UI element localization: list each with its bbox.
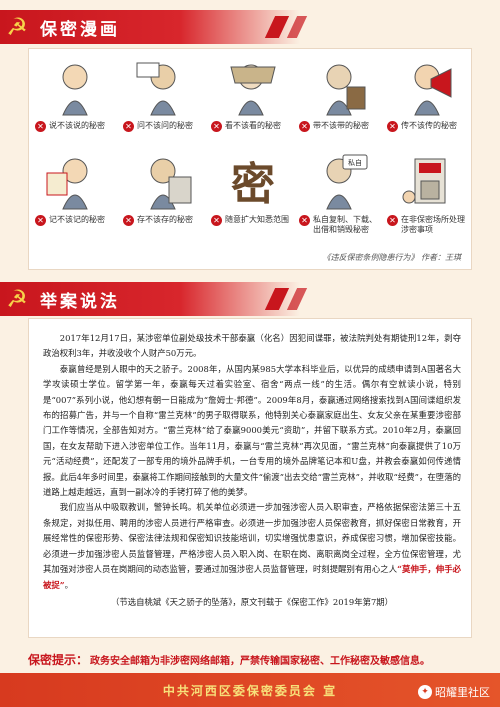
comic-label: 带不该带的秘密 <box>313 121 369 130</box>
comic-illustration <box>392 149 466 213</box>
watermark-text: 昭耀里社区 <box>435 686 490 699</box>
party-emblem-icon: ☭ <box>6 13 28 41</box>
comic-caption: ✕ 在非保密场所处理涉密事项 <box>387 215 471 237</box>
mi-character-icon: 密 <box>225 155 281 210</box>
comic-item: ✕ 传不该传的秘密 <box>387 55 471 143</box>
article-source-note: （节选自桃斌《天之骄子的坠落》，原文刊载于《保密工作》2019年第7期） <box>110 596 394 607</box>
prohibited-icon: ✕ <box>211 121 222 132</box>
comic-label: 存不该存的秘密 <box>137 215 193 224</box>
footer-banner: 中共河西区委保密委员会 宣 ✦ 昭耀里社区 <box>0 673 500 707</box>
article-paragraph: 泰赢曾经是别人眼中的天之骄子。2008年，从国内某985大学本科毕业后，以优异的… <box>43 363 461 498</box>
copying-tag: 私自 <box>348 158 362 167</box>
comic-caption: ✕ 随意扩大知悉范围 <box>211 215 295 237</box>
watermark-logo-icon: ✦ <box>418 685 432 699</box>
mi-char: 密 <box>231 159 275 210</box>
comic-label: 传不该传的秘密 <box>401 121 457 130</box>
notebook-figure-icon <box>46 158 88 210</box>
article-paragraph: 2017年12月17日，某涉密单位副处级技术干部泰赢（化名）因犯间谍罪，被法院判… <box>43 333 461 359</box>
storage-figure-icon <box>150 158 192 210</box>
comics-panel: ✕ 说不该说的秘密 ✕ 问不该问的秘密 ✕ 看不该看的秘密 ✕ 带不该带的秘密 <box>28 48 472 270</box>
tip-text: 政务安全邮箱为非涉密网络邮箱，严禁传输国家秘密、工作秘密及敏感信息。 <box>90 655 431 667</box>
article-text: 。 <box>64 579 73 590</box>
comic-illustration <box>40 149 114 213</box>
party-emblem-icon: ☭ <box>6 285 28 313</box>
section-title: 保密漫画 <box>40 19 120 40</box>
article-paragraph: 我们应当从中吸取教训，警钟长鸣。机关单位必须进一步加强涉密人员入职审查，严格依据… <box>43 500 461 592</box>
prohibited-icon: ✕ <box>299 121 310 132</box>
prohibited-icon: ✕ <box>299 215 310 226</box>
comic-caption: ✕ 带不该带的秘密 <box>299 121 383 143</box>
tip-label: 保密提示： <box>28 652 89 667</box>
comic-label: 问不该问的秘密 <box>137 121 193 130</box>
megaphone-figure-icon <box>414 64 452 116</box>
comic-item: ✕ 问不该问的秘密 <box>123 55 207 143</box>
comic-label: 私自复制、下载、出借和销毁秘密 <box>313 215 377 234</box>
comic-label: 随意扩大知悉范围 <box>225 215 289 224</box>
comic-item: ✕ 记不该记的秘密 <box>35 149 119 237</box>
comic-item: ✕ 在非保密场所处理涉密事项 <box>387 149 471 237</box>
comic-item: 密 ✕ 随意扩大知悉范围 <box>211 149 295 237</box>
comic-illustration: 密 <box>216 149 290 213</box>
comic-illustration <box>392 55 466 119</box>
comic-caption: ✕ 存不该存的秘密 <box>123 215 207 237</box>
comics-grid: ✕ 说不该说的秘密 ✕ 问不该问的秘密 ✕ 看不该看的秘密 ✕ 带不该带的秘密 <box>35 55 465 237</box>
prohibited-icon: ✕ <box>123 121 134 132</box>
comic-caption: ✕ 记不该记的秘密 <box>35 215 119 237</box>
shop-building-icon <box>402 158 446 204</box>
comic-caption: ✕ 传不该传的秘密 <box>387 121 471 143</box>
prohibited-icon: ✕ <box>123 215 134 226</box>
carrying-briefcase-figure-icon <box>326 64 366 116</box>
comics-source: 《违反保密条例隐患行为》 作者：王琪 <box>322 253 461 262</box>
section-header-case: ☭ 举案说法 <box>0 282 300 316</box>
watermark: ✦ 昭耀里社区 <box>418 684 490 700</box>
case-article-panel: 2017年12月17日，某涉密单位副处级技术干部泰赢（化名）因犯间谍罪，被法院判… <box>28 318 472 638</box>
section-header-comics: ☭ 保密漫画 <box>0 10 300 44</box>
comic-caption: ✕ 看不该看的秘密 <box>211 121 295 143</box>
comic-illustration <box>216 55 290 119</box>
mouth-speaking-figure-icon <box>62 64 88 116</box>
case-article: 2017年12月17日，某涉密单位副处级技术干部泰赢（化名）因犯间谍罪，被法院判… <box>43 331 461 610</box>
asking-figure-icon <box>136 62 176 116</box>
prohibited-icon: ✕ <box>387 215 398 226</box>
footer-text: 中共河西区委保密委员会 宣 <box>162 683 338 698</box>
section-title: 举案说法 <box>40 291 120 312</box>
prohibited-icon: ✕ <box>35 121 46 132</box>
comic-label: 记不该记的秘密 <box>49 215 105 224</box>
comic-illustration <box>40 55 114 119</box>
prohibited-icon: ✕ <box>387 121 398 132</box>
comic-item: ✕ 存不该存的秘密 <box>123 149 207 237</box>
comic-item: ✕ 说不该说的秘密 <box>35 55 119 143</box>
comic-illustration <box>128 55 202 119</box>
comic-caption: ✕ 私自复制、下载、出借和销毁秘密 <box>299 215 383 237</box>
peeking-figure-icon <box>230 64 276 116</box>
security-tip: 保密提示： 政务安全邮箱为非涉密网络邮箱，严禁传输国家秘密、工作秘密及敏感信息。 <box>28 646 472 672</box>
article-emphasis: “莫伸手，伸手必被捉” <box>43 564 461 590</box>
comic-item: 私自 ✕ 私自复制、下载、出借和销毁秘密 <box>299 149 383 237</box>
comic-illustration: 私自 <box>304 149 378 213</box>
comic-label: 在非保密场所处理涉密事项 <box>401 215 465 234</box>
comic-item: ✕ 带不该带的秘密 <box>299 55 383 143</box>
prohibited-icon: ✕ <box>35 215 46 226</box>
comic-label: 看不该看的秘密 <box>225 121 281 130</box>
article-text: 我们应当从中吸取教训，警钟长鸣。机关单位必须进一步加强涉密人员入职审查，严格依据… <box>43 502 461 575</box>
comic-caption: ✕ 问不该问的秘密 <box>123 121 207 143</box>
comic-label: 说不该说的秘密 <box>49 121 105 130</box>
prohibited-icon: ✕ <box>211 215 222 226</box>
comic-caption: ✕ 说不该说的秘密 <box>35 121 119 143</box>
comic-illustration <box>128 149 202 213</box>
comic-item: ✕ 看不该看的秘密 <box>211 55 295 143</box>
comic-illustration <box>304 55 378 119</box>
copying-figure-icon: 私自 <box>326 154 368 210</box>
